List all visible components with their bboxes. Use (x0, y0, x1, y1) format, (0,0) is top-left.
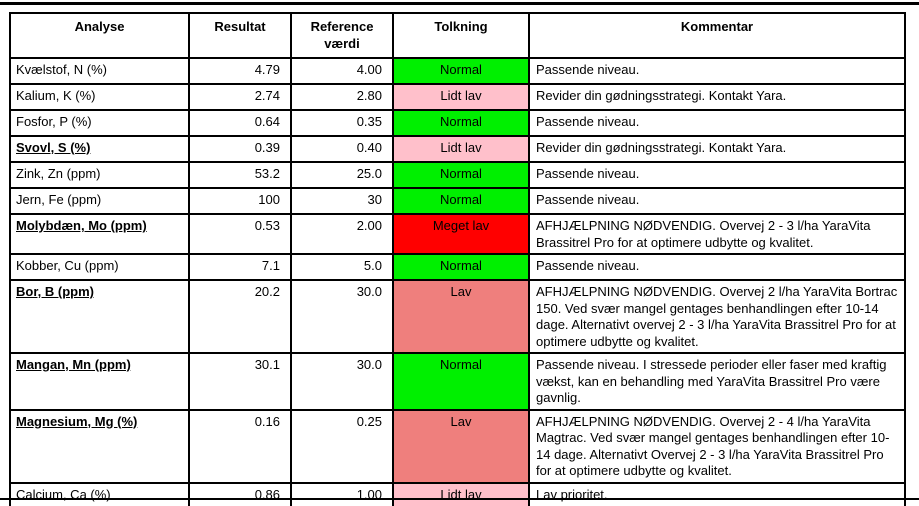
resultat-cell: 100 (188, 187, 292, 215)
tolkning-status-cell: Lav (392, 279, 530, 354)
resultat-cell: 7.1 (188, 253, 292, 281)
tolkning-status-cell: Meget lav (392, 213, 530, 255)
resultat-cell: 53.2 (188, 161, 292, 189)
tolkning-status-cell: Normal (392, 57, 530, 85)
resultat-cell: 4.79 (188, 57, 292, 85)
analysis-table-body: Kvælstof, N (%) 4.79 4.00 Normal Passend… (9, 57, 906, 506)
kommentar-cell: Lav prioritet. (528, 481, 906, 506)
reference-cell: 30 (290, 187, 394, 215)
reference-cell: 2.80 (290, 83, 394, 111)
table-row: Kalium, K (%) 2.74 2.80 Lidt lav Revider… (9, 83, 906, 111)
resultat-cell: 0.64 (188, 109, 292, 137)
resultat-cell: 30.1 (188, 352, 292, 411)
analyse-cell: Kvælstof, N (%) (9, 57, 190, 85)
resultat-cell: 20.2 (188, 279, 292, 354)
resultat-cell: 0.39 (188, 135, 292, 163)
tolkning-status-cell: Lav (392, 408, 530, 484)
analyse-cell: Kobber, Cu (ppm) (9, 253, 190, 281)
table-row: Mangan, Mn (ppm) 30.1 30.0 Normal Passen… (9, 352, 906, 411)
analyse-cell: Fosfor, P (%) (9, 109, 190, 137)
tolkning-status-cell: Normal (392, 253, 530, 281)
tolkning-status-cell: Lidt lav (392, 135, 530, 163)
column-header-kommentar: Kommentar (528, 12, 906, 59)
reference-cell: 2.00 (290, 213, 394, 255)
kommentar-cell: Revider din gødningsstrategi. Kontakt Ya… (528, 135, 906, 163)
analyse-cell: Jern, Fe (ppm) (9, 187, 190, 215)
analyse-cell: Calcium, Ca (%) (9, 481, 190, 506)
analyse-cell: Bor, B (ppm) (9, 279, 190, 354)
table-row: Kobber, Cu (ppm) 7.1 5.0 Normal Passende… (9, 253, 906, 281)
table-row: Kvælstof, N (%) 4.79 4.00 Normal Passend… (9, 57, 906, 85)
kommentar-cell: AFHJÆLPNING NØDVENDIG. Overvej 2 - 4 l/h… (528, 408, 906, 484)
table-row: Molybdæn, Mo (ppm) 0.53 2.00 Meget lav A… (9, 213, 906, 255)
resultat-cell: 0.86 (188, 481, 292, 506)
kommentar-cell: AFHJÆLPNING NØDVENDIG. Overvej 2 l/ha Ya… (528, 279, 906, 354)
column-header-tolkning: Tolkning (392, 12, 530, 59)
reference-cell: 0.40 (290, 135, 394, 163)
tolkning-status-cell: Normal (392, 109, 530, 137)
reference-cell: 5.0 (290, 253, 394, 281)
kommentar-cell: AFHJÆLPNING NØDVENDIG. Overvej 2 - 3 l/h… (528, 213, 906, 255)
tolkning-status-cell: Normal (392, 187, 530, 215)
bottom-divider-rule (0, 498, 919, 500)
analyse-cell: Zink, Zn (ppm) (9, 161, 190, 189)
resultat-cell: 2.74 (188, 83, 292, 111)
kommentar-cell: Passende niveau. I stressede perioder el… (528, 352, 906, 411)
reference-cell: 25.0 (290, 161, 394, 189)
tolkning-status-cell: Normal (392, 161, 530, 189)
table-row: Jern, Fe (ppm) 100 30 Normal Passende ni… (9, 187, 906, 215)
column-header-analyse: Analyse (9, 12, 190, 59)
analyse-cell: Kalium, K (%) (9, 83, 190, 111)
reference-cell: 4.00 (290, 57, 394, 85)
kommentar-cell: Revider din gødningsstrategi. Kontakt Ya… (528, 83, 906, 111)
tolkning-status-cell: Lidt lav (392, 481, 530, 506)
table-row: Svovl, S (%) 0.39 0.40 Lidt lav Revider … (9, 135, 906, 163)
column-header-resultat: Resultat (188, 12, 292, 59)
kommentar-cell: Passende niveau. (528, 109, 906, 137)
reference-cell: 0.25 (290, 408, 394, 484)
top-divider-rule (0, 2, 919, 5)
kommentar-cell: Passende niveau. (528, 187, 906, 215)
analyse-cell: Mangan, Mn (ppm) (9, 352, 190, 411)
reference-cell: 30.0 (290, 352, 394, 411)
kommentar-cell: Passende niveau. (528, 57, 906, 85)
table-row: Calcium, Ca (%) 0.86 1.00 Lidt lav Lav p… (9, 481, 906, 506)
reference-cell: 30.0 (290, 279, 394, 354)
table-header: Analyse Resultat Reference værdi Tolknin… (9, 12, 906, 59)
tolkning-status-cell: Normal (392, 352, 530, 411)
kommentar-cell: Passende niveau. (528, 253, 906, 281)
tolkning-status-cell: Lidt lav (392, 83, 530, 111)
header-row: Analyse Resultat Reference værdi Tolknin… (9, 12, 906, 59)
table-row: Fosfor, P (%) 0.64 0.35 Normal Passende … (9, 109, 906, 137)
table-row: Magnesium, Mg (%) 0.16 0.25 Lav AFHJÆLPN… (9, 408, 906, 484)
reference-cell: 0.35 (290, 109, 394, 137)
analyse-cell: Svovl, S (%) (9, 135, 190, 163)
analysis-results-table: Analyse Resultat Reference værdi Tolknin… (9, 12, 906, 506)
analyse-cell: Magnesium, Mg (%) (9, 408, 190, 484)
analyse-cell: Molybdæn, Mo (ppm) (9, 213, 190, 255)
resultat-cell: 0.53 (188, 213, 292, 255)
table-row: Bor, B (ppm) 20.2 30.0 Lav AFHJÆLPNING N… (9, 279, 906, 354)
column-header-reference: Reference værdi (290, 12, 394, 59)
resultat-cell: 0.16 (188, 408, 292, 484)
kommentar-cell: Passende niveau. (528, 161, 906, 189)
reference-cell: 1.00 (290, 481, 394, 506)
table-row: Zink, Zn (ppm) 53.2 25.0 Normal Passende… (9, 161, 906, 189)
